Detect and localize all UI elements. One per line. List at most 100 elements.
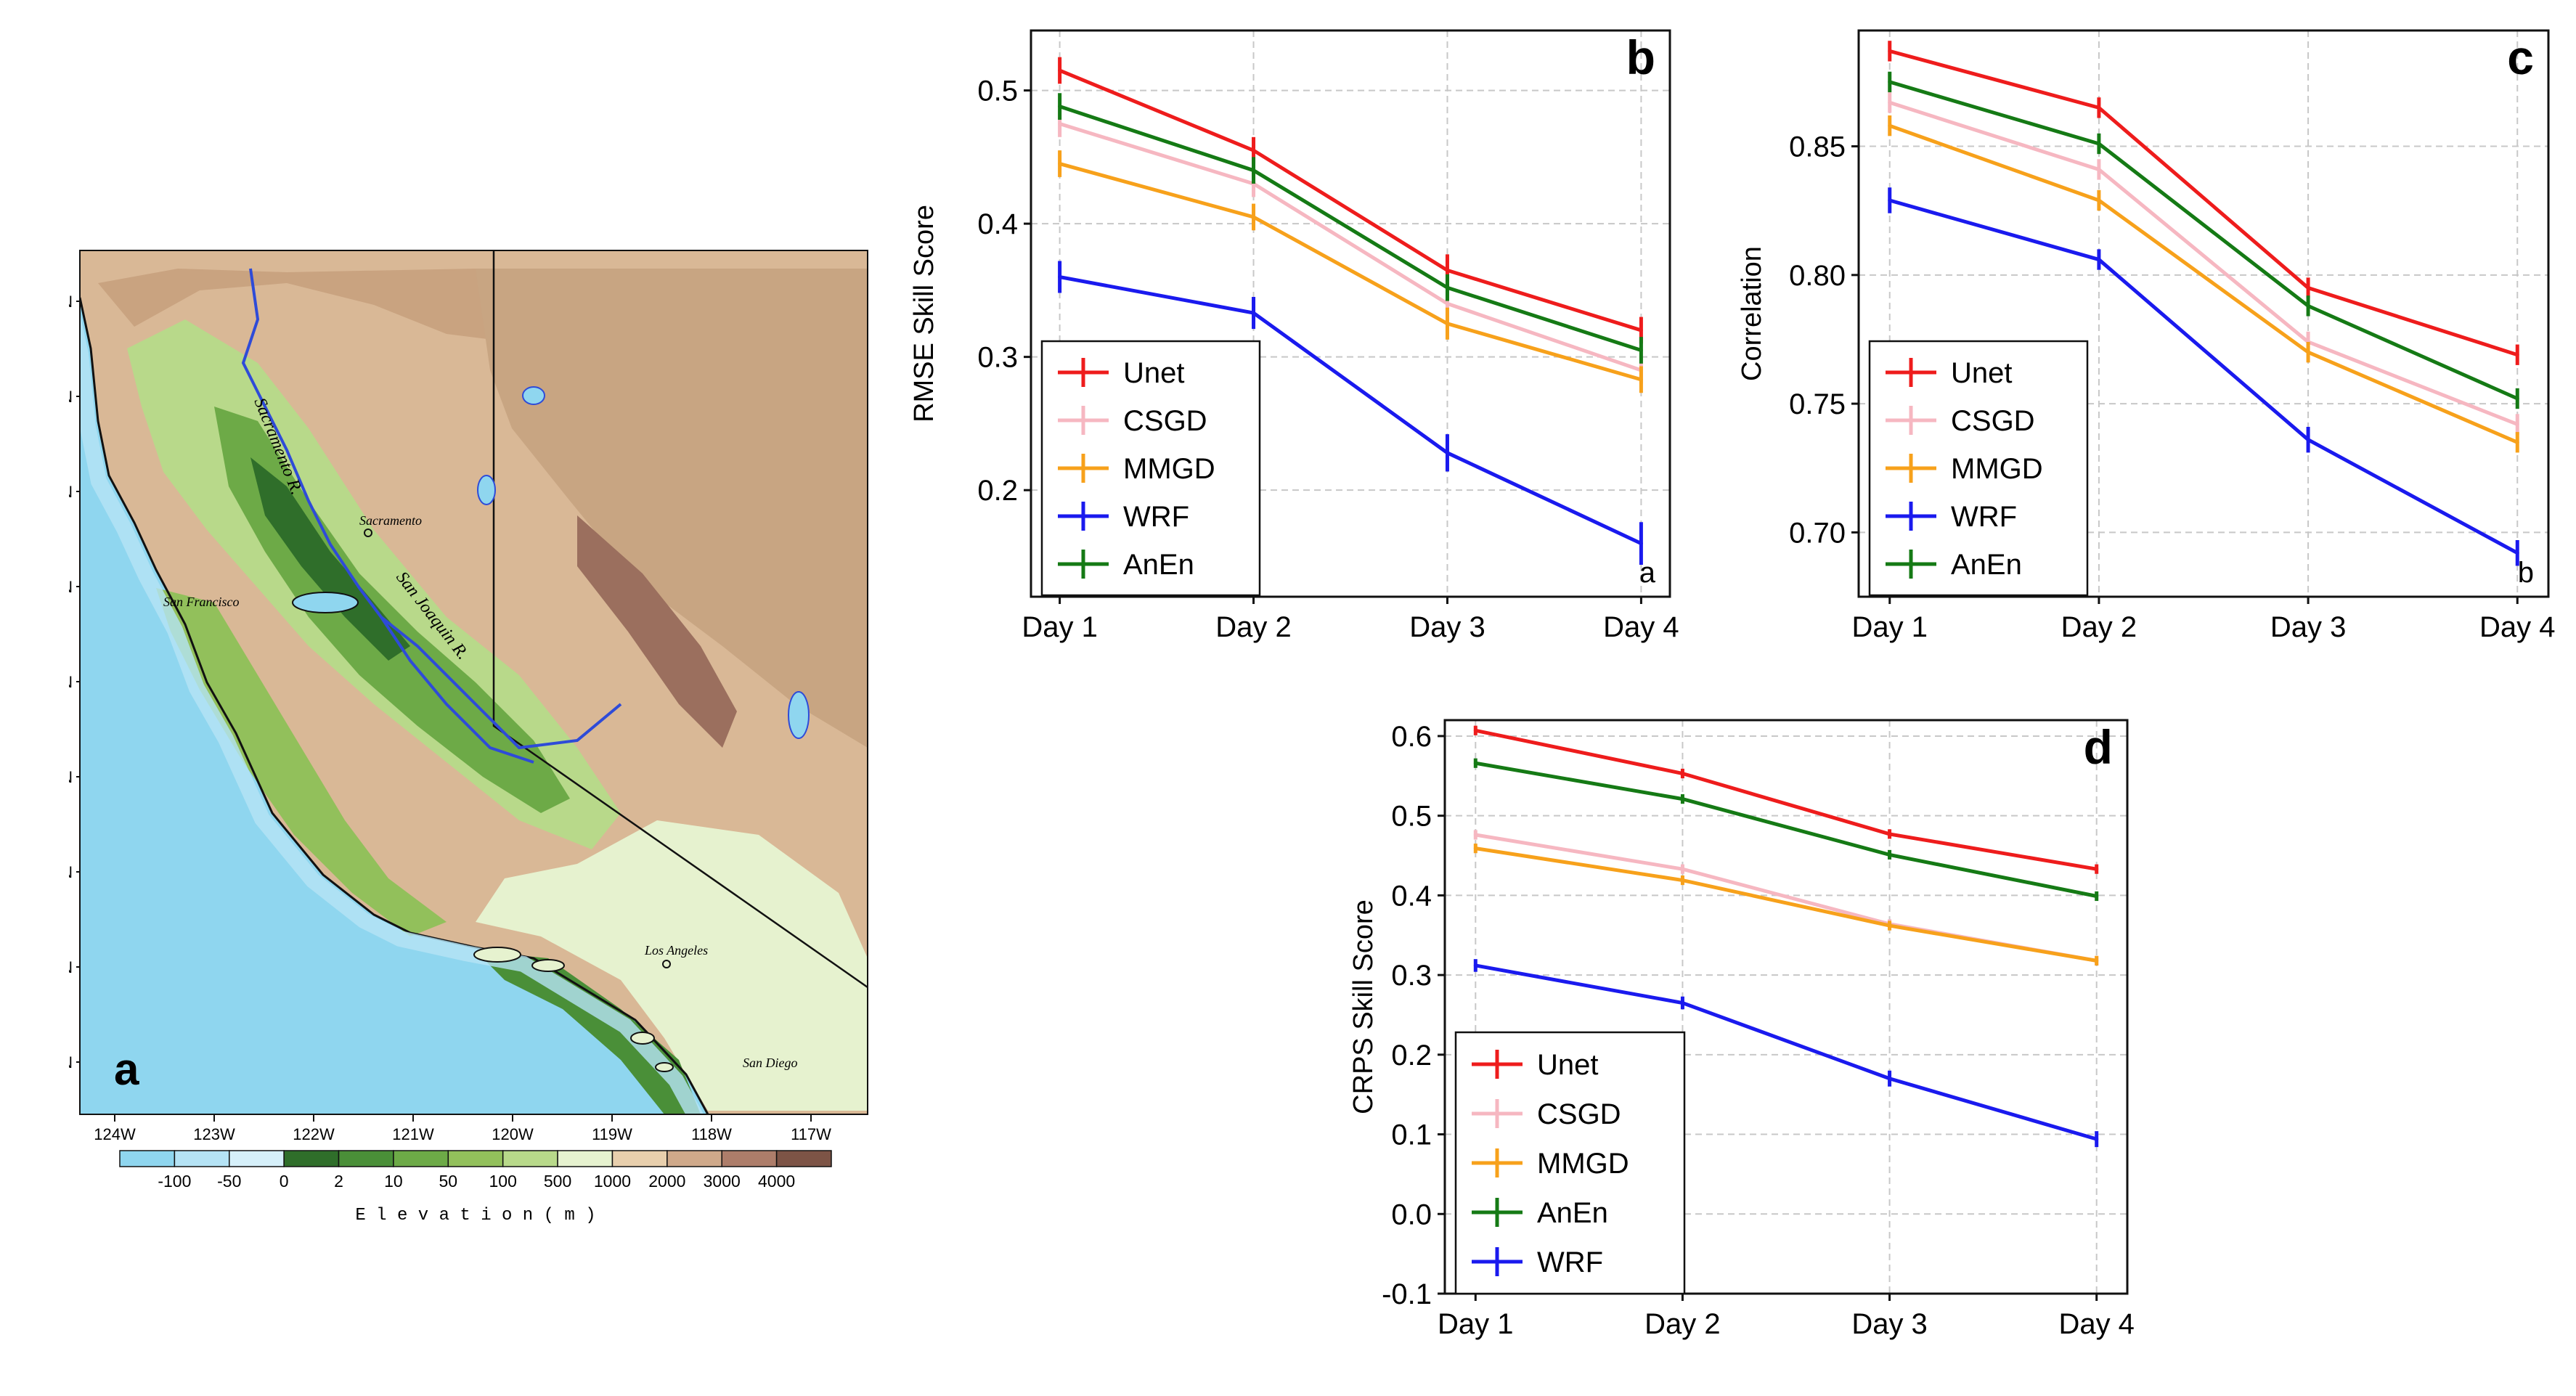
colorbar-swatch bbox=[667, 1150, 722, 1167]
inner-annotation: b bbox=[2518, 557, 2534, 589]
y-tick-label: 0.5 bbox=[977, 75, 1018, 107]
northern-mountains bbox=[98, 269, 505, 341]
y-axis-label: CRPS Skill Score bbox=[1348, 899, 1379, 1114]
sf-bay bbox=[292, 592, 359, 613]
island-3 bbox=[630, 1032, 655, 1045]
series-line-anen bbox=[1475, 761, 2098, 898]
data-point-anen bbox=[2097, 142, 2101, 146]
colorbar-swatch bbox=[502, 1150, 558, 1167]
colorbar-swatch bbox=[447, 1150, 504, 1167]
data-point-anen bbox=[1888, 80, 1892, 84]
lon-label: 123W bbox=[193, 1125, 235, 1143]
colorbar-swatch bbox=[721, 1150, 778, 1167]
lon-label: 117W bbox=[791, 1125, 831, 1143]
colorbar-tick-label: 4000 bbox=[758, 1172, 795, 1191]
data-point-anen bbox=[2306, 303, 2310, 308]
chart-panel-c: 0.70 0.75 0.80 0.85 Day 1 Day 2 Day 3 Day 4 Corr… bbox=[1728, 15, 2576, 668]
colorbar-tick-label: 10 bbox=[384, 1172, 403, 1191]
x-tick-label: Day 3 bbox=[1409, 611, 1485, 643]
data-point-anen bbox=[1058, 105, 1062, 109]
x-tick-label: Day 3 bbox=[2270, 611, 2347, 643]
series-line-wrf bbox=[1475, 963, 2098, 1141]
x-tick-label: Day 4 bbox=[1603, 611, 1679, 643]
data-point-unet bbox=[1888, 832, 1892, 836]
colorbar-tick-label: -100 bbox=[158, 1172, 191, 1191]
lake-tahoe bbox=[477, 475, 496, 505]
y-tick-label: 0.3 bbox=[977, 342, 1018, 374]
data-point-wrf bbox=[1252, 311, 1256, 315]
legend-label-unet: Unet bbox=[1123, 357, 1185, 389]
colorbar-tick-label: 3000 bbox=[704, 1172, 741, 1191]
data-point-unet bbox=[1058, 68, 1062, 73]
data-point-anen bbox=[1680, 797, 1684, 801]
map-axes: 41N 40N 39N 38N 37N 36N 35N 34N 33N 124W 123W 122W 1… bbox=[44, 293, 832, 1225]
x-tick-label: Day 2 bbox=[1215, 611, 1292, 643]
data-point-csgd bbox=[1473, 833, 1477, 837]
data-point-anen bbox=[1639, 348, 1643, 352]
legend-label-csgd: CSGD bbox=[1537, 1098, 1621, 1130]
legend-label-wrf: WRF bbox=[1951, 501, 2017, 533]
data-point-mmgd bbox=[2095, 958, 2099, 963]
y-tick-label: 0.3 bbox=[1391, 960, 1432, 992]
data-point-unet bbox=[2097, 105, 2101, 110]
data-point-csgd bbox=[2097, 167, 2101, 171]
legend-label-anen: AnEn bbox=[1123, 549, 1194, 581]
data-point-wrf bbox=[1639, 542, 1643, 546]
island-1 bbox=[473, 947, 521, 963]
colorbar-tick-label: 1000 bbox=[594, 1172, 631, 1191]
river-sacramento-line bbox=[241, 268, 534, 764]
legend-label-mmgd: MMGD bbox=[1537, 1148, 1629, 1180]
legend-label-anen: AnEn bbox=[1951, 549, 2022, 581]
series-line-csgd bbox=[1888, 100, 2519, 426]
y-axis-label: RMSE Skill Score bbox=[909, 205, 939, 423]
valley-floor bbox=[250, 457, 410, 661]
great-basin bbox=[476, 269, 868, 748]
x-tick-label: Day 3 bbox=[1851, 1308, 1928, 1340]
data-point-wrf bbox=[1888, 1077, 1892, 1081]
colorbar-swatch bbox=[119, 1150, 176, 1167]
series-line-anen bbox=[1889, 80, 2519, 401]
data-point-mmgd bbox=[1888, 923, 1892, 928]
data-point-mmgd bbox=[1888, 123, 1892, 128]
lat-label: 41N bbox=[69, 293, 73, 311]
data-point-unet bbox=[1252, 148, 1256, 152]
lat-label: 33N bbox=[69, 1053, 73, 1072]
panel-letter-b: b bbox=[1626, 30, 1655, 84]
data-point-anen bbox=[1473, 761, 1477, 765]
data-point-anen bbox=[1252, 168, 1256, 173]
data-point-wrf bbox=[1445, 451, 1449, 455]
series-line-mmgd bbox=[1888, 123, 2519, 444]
data-point-wrf bbox=[2095, 1137, 2099, 1141]
data-point-mmgd bbox=[2097, 198, 2101, 203]
x-tick-label: Day 1 bbox=[1852, 611, 1928, 643]
colorbar-swatch bbox=[229, 1150, 285, 1167]
lat-label: 36N bbox=[69, 768, 73, 786]
data-point-unet bbox=[1888, 49, 1892, 53]
colorbar-tick-label: 0 bbox=[280, 1172, 289, 1191]
lon-label: 124W bbox=[94, 1125, 136, 1143]
data-point-unet bbox=[1445, 268, 1449, 272]
data-point-wrf bbox=[1680, 1001, 1684, 1005]
chart-panel-d: -0.1 0.0 0.1 0.2 0.3 0.4 0.5 0.6 Day 1 Day 2 Day 3… bbox=[1343, 690, 2178, 1392]
x-tick-label: Day 4 bbox=[2479, 611, 2556, 643]
y-tick-label: 0.70 bbox=[1789, 517, 1846, 549]
place-label-sacramento: Sacramento bbox=[359, 513, 422, 528]
data-point-wrf bbox=[2306, 438, 2310, 442]
place-marker-sacramento bbox=[364, 528, 372, 537]
colorbar-tick-label: 50 bbox=[439, 1172, 458, 1191]
y-tick-label: 0.4 bbox=[977, 208, 1018, 240]
data-point-mmgd bbox=[2515, 440, 2519, 444]
colorbar-swatch bbox=[775, 1150, 832, 1167]
data-point-unet bbox=[1639, 328, 1643, 332]
legend: Unet CSGD MMGD WRF AnEn bbox=[1040, 340, 1261, 597]
river-sanjoaquin-line bbox=[380, 616, 622, 750]
x-tick-label: Day 4 bbox=[2058, 1308, 2135, 1340]
y-axis-label: Correlation bbox=[1737, 246, 1767, 381]
data-point-csgd bbox=[1888, 100, 1892, 105]
legend-label-mmgd: MMGD bbox=[1951, 453, 2043, 485]
legend-label-wrf: WRF bbox=[1537, 1246, 1603, 1278]
plot-frame bbox=[1443, 719, 2129, 1295]
data-point-mmgd bbox=[1252, 215, 1256, 219]
legend-label-unet: Unet bbox=[1951, 357, 2013, 389]
